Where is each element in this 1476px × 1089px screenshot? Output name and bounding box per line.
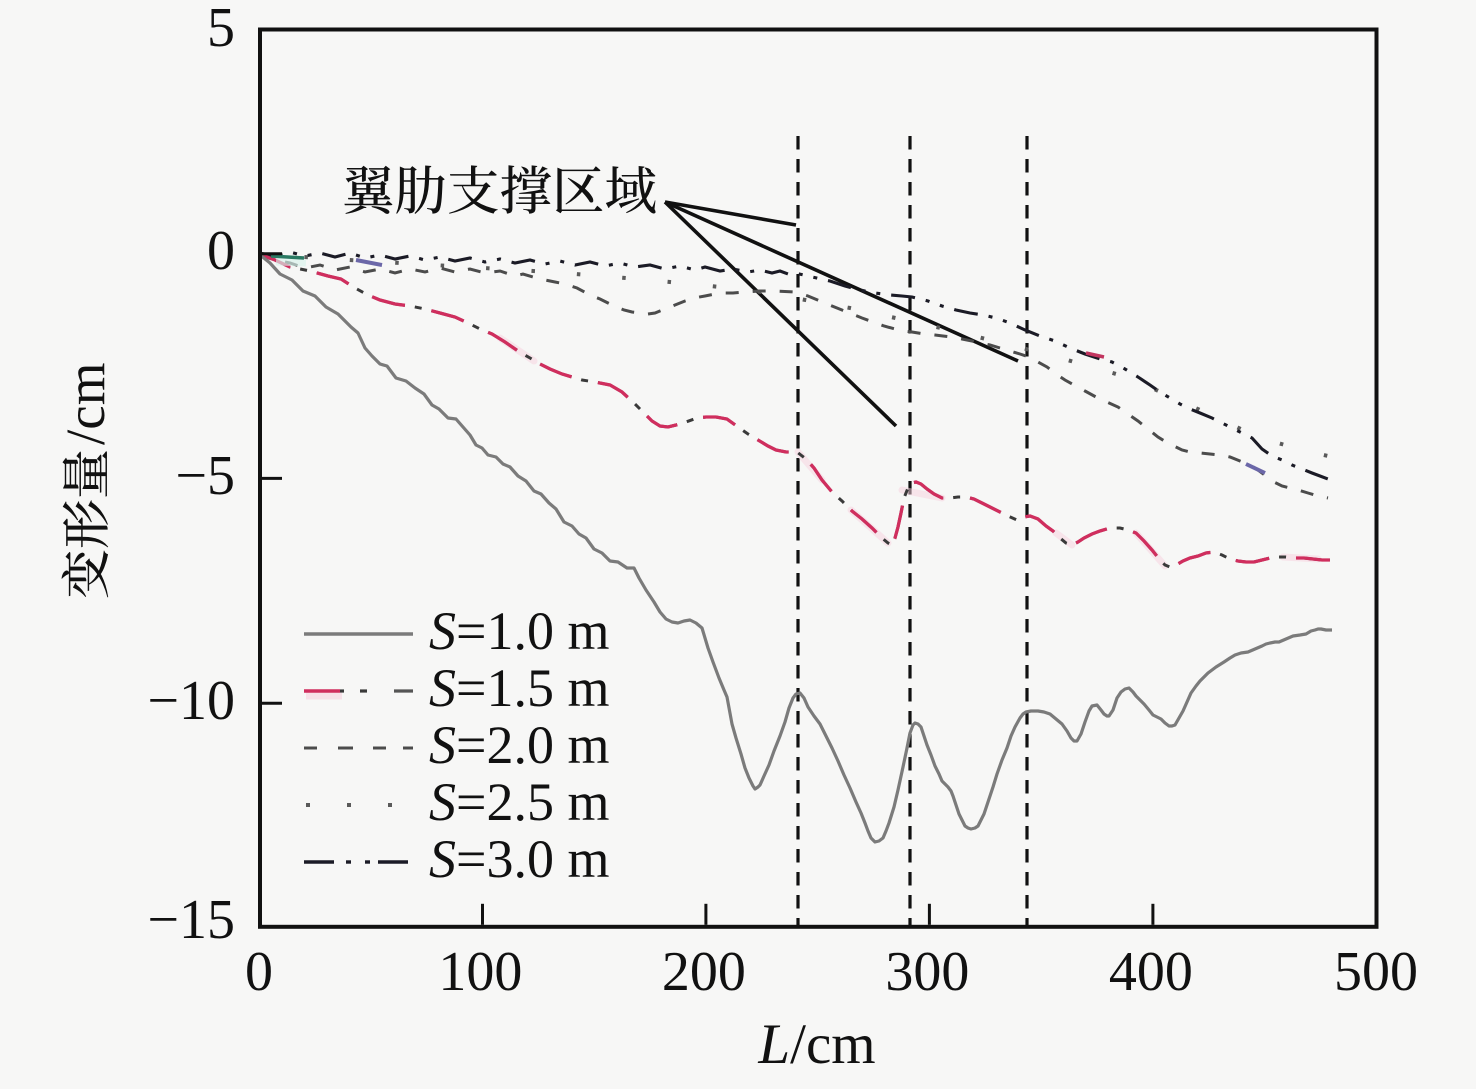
svg-text:200: 200 xyxy=(662,941,746,1003)
svg-text:S=1.5 m: S=1.5 m xyxy=(429,658,609,718)
svg-text:−10: −10 xyxy=(147,670,235,732)
svg-text:−5: −5 xyxy=(175,445,235,507)
svg-text:S=3.0 m: S=3.0 m xyxy=(429,829,609,889)
svg-text:−15: −15 xyxy=(147,889,235,951)
svg-text:L/cm: L/cm xyxy=(757,1013,875,1076)
svg-text:0: 0 xyxy=(245,941,273,1003)
svg-text:500: 500 xyxy=(1334,941,1418,1003)
svg-text:/cm: /cm xyxy=(55,363,116,445)
svg-text:400: 400 xyxy=(1109,941,1193,1003)
svg-text:5: 5 xyxy=(207,0,235,59)
svg-text:S=1.0 m: S=1.0 m xyxy=(429,601,609,661)
svg-text:S=2.0 m: S=2.0 m xyxy=(429,715,609,775)
svg-text:0: 0 xyxy=(207,220,235,282)
svg-text:S=2.5 m: S=2.5 m xyxy=(429,772,609,832)
svg-text:300: 300 xyxy=(885,941,969,1003)
svg-text:100: 100 xyxy=(438,941,522,1003)
